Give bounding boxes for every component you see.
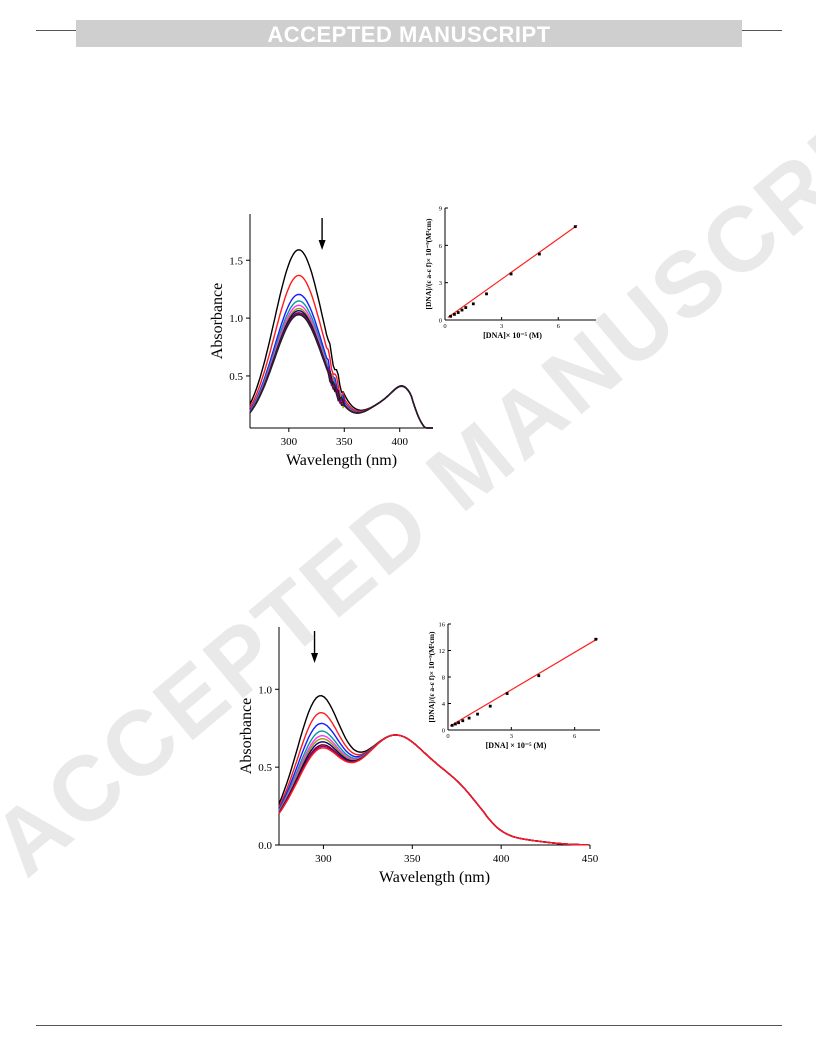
inset1-data-point	[456, 311, 460, 314]
chart2-x-tick-label: 450	[582, 853, 599, 865]
chart2-x-tick-label: 350	[404, 853, 421, 865]
header-banner-text: ACCEPTED MANUSCRIPT	[267, 22, 551, 47]
inset1-data-point	[460, 308, 464, 312]
inset2-data-point	[461, 719, 465, 723]
chart2-series-line	[278, 734, 589, 846]
inset2-y-tick-label: 12	[439, 648, 446, 655]
inset1-y-tick-label: 6	[439, 243, 443, 250]
chart1-arrow-head	[318, 240, 326, 250]
inset2-x-tick-label: 6	[573, 733, 577, 740]
inset1-data-point	[453, 313, 456, 316]
inset1-x-tick-label: 3	[500, 323, 503, 330]
chart2-series-line	[278, 734, 589, 846]
chart1-x-tick-label: 300	[281, 436, 298, 448]
inset1-data-point	[471, 302, 475, 306]
inset1-data-point	[464, 306, 468, 309]
chart2-series-line	[278, 734, 589, 846]
chart1-y-tick-label: 0.5	[229, 371, 243, 383]
inset2-data-point	[488, 704, 492, 708]
inset1-fit-line	[447, 224, 578, 318]
inset1-data-point	[573, 225, 577, 229]
chart1-y-tick-label: 1.5	[229, 255, 243, 267]
chart1-y-tick-label: 1.0	[229, 313, 243, 325]
inset2-data-point	[453, 722, 457, 726]
chart1-series-line	[249, 314, 433, 429]
inset2-data-point	[457, 721, 460, 725]
inset2-y-tick-label: 4	[442, 701, 446, 708]
inset1-data-point	[509, 272, 513, 276]
inset2-x-tick-label: 0	[446, 733, 449, 740]
inset1-y-tick-label: 3	[439, 280, 442, 287]
chart2-x-tick-label: 400	[493, 853, 510, 865]
inset2-x-tick-label: 3	[510, 733, 513, 740]
inset2-fit-line	[449, 638, 599, 727]
inset1-x-tick-label: 6	[557, 323, 561, 330]
inset2-y-tick-label: 0	[442, 728, 445, 735]
inset2-data-point	[450, 723, 454, 727]
inset2-data-point	[537, 674, 541, 678]
inset2-data-point	[594, 637, 598, 641]
chart2-y-tick-label: 1.0	[258, 684, 272, 696]
chart2-y-tick-label: 0.5	[258, 762, 272, 774]
chart1-y-label: Absorbance	[209, 283, 226, 359]
chart2-arrow-head	[311, 653, 319, 663]
chart2-x-label: Wavelength (nm)	[379, 869, 490, 886]
inset2-data-point	[467, 716, 471, 720]
inset1-y-tick-label: 0	[439, 318, 442, 325]
chart1-x-tick-label: 400	[391, 436, 408, 448]
chart2-y-tick-label: 0.0	[258, 840, 272, 852]
inset1-x-label: [DNA]× 10⁻⁵ (M)	[483, 331, 542, 340]
inset1-y-tick-label: 9	[439, 206, 442, 213]
chart2-y-label: Absorbance	[238, 698, 255, 774]
inset1-data-point	[485, 292, 488, 296]
inset1-y-label: [DNA]/(ε a-ε f)× 10⁻⁹(M²cm)	[424, 218, 433, 309]
inset2-y-tick-label: 16	[439, 622, 446, 629]
footer-rule	[36, 1025, 782, 1026]
inset2-y-tick-label: 8	[442, 675, 445, 682]
inset1-x-tick-label: 0	[443, 323, 446, 330]
inset2-data-point	[476, 712, 479, 716]
inset2-y-label: [DNA]/(ε a-ε f)× 10⁻⁹(M²cm)	[427, 631, 436, 722]
header-banner	[76, 20, 742, 47]
chart1-x-label: Wavelength (nm)	[286, 452, 397, 469]
chart2-x-tick-label: 300	[315, 853, 332, 865]
inset1-data-point	[449, 314, 453, 318]
chart2-series-line	[278, 734, 589, 846]
chart1-x-tick-label: 350	[336, 436, 353, 448]
chart2-series-line	[278, 734, 589, 846]
inset2-x-label: [DNA] × 10⁻⁵ (M)	[486, 741, 547, 750]
inset1-data-point	[537, 252, 541, 256]
inset2-data-point	[505, 692, 509, 695]
chart2-series-line	[278, 734, 589, 846]
